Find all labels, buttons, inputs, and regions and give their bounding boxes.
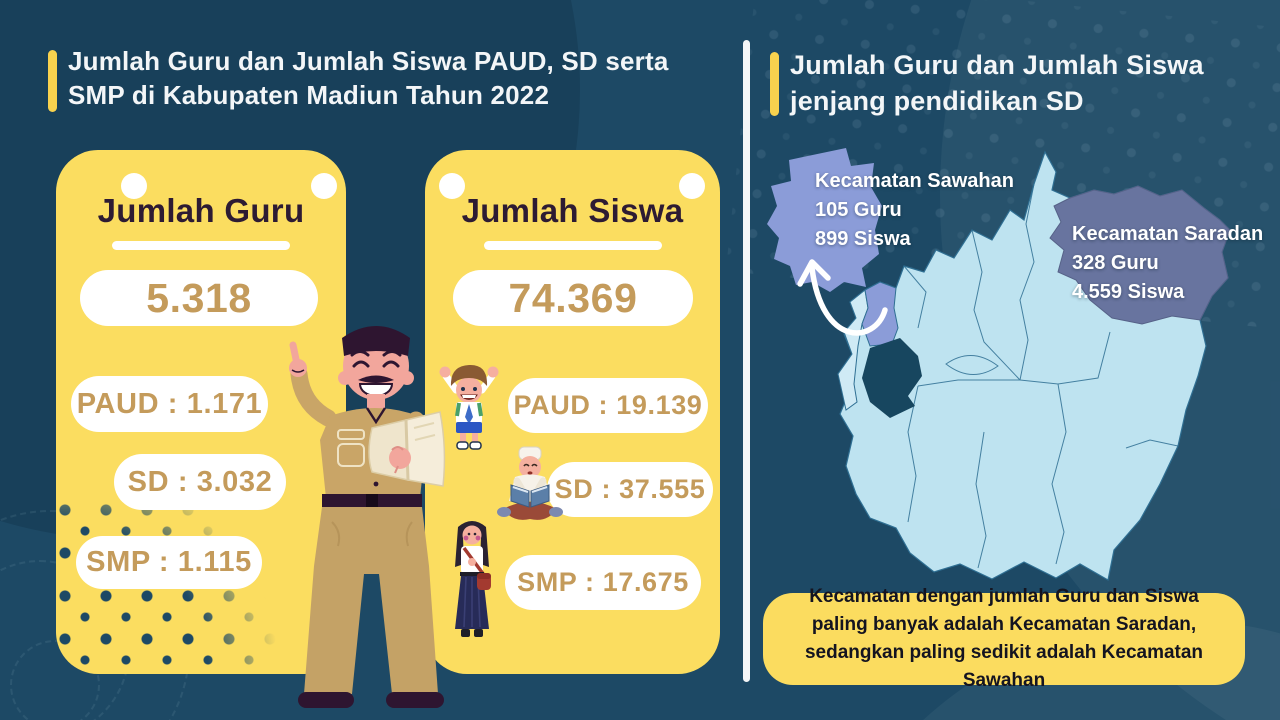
left-title-accent-bar [48,50,57,112]
right-title-line1: Jumlah Guru dan Jumlah Siswa [790,50,1204,80]
saradan-name: Kecamatan Saradan [1072,223,1264,245]
map-region-sawahan [861,281,899,347]
guru-total-pill: 5.318 [80,270,318,326]
map-region-excluded [862,338,922,418]
section-divider [743,40,750,682]
saradan-guru: 328 Guru [1072,252,1159,274]
card-hole-decoration [121,173,147,199]
map-region-west [837,289,869,411]
sawahan-callout-label: Kecamatan Sawahan 105 Guru 899 Siswa [815,167,1014,254]
conclusion-box: Kecamatan dengan jumlah Guru dan Siswa p… [763,586,1245,691]
cheering-boy-student-illustration [439,364,499,450]
siswa-card: Jumlah Siswa 74.369 PAUD : 19.139 SD : 3… [425,150,720,674]
right-panel-title: Jumlah Guru dan Jumlah Siswa jenjang pen… [790,47,1260,119]
map-region-sawahan-inset [767,148,882,292]
right-title-accent-bar [770,52,779,116]
background-ring-decoration [10,640,100,720]
kabupaten-madiun-map [767,148,1231,581]
left-panel-title: Jumlah Guru dan Jumlah Siswa PAUD, SD se… [68,44,728,112]
sawahan-siswa: 899 Siswa [815,228,911,250]
guru-card-title: Jumlah Guru [97,192,305,229]
conclusion-text: Kecamatan dengan jumlah Guru dan Siswa p… [804,586,1204,691]
left-title-line2: SMP di Kabupaten Madiun Tahun 2022 [68,80,550,110]
map-district-borders [903,183,1179,569]
guru-sd-pill: SD : 3.032 [114,454,286,510]
card-hole-decoration [679,173,705,199]
siswa-paud-pill: PAUD : 19.139 [508,378,708,433]
guru-card-underline [112,241,290,250]
saradan-callout-label: Kecamatan Saradan 328 Guru 4.559 Siswa [1072,220,1263,307]
sawahan-guru: 105 Guru [815,199,902,221]
standing-girl-student-illustration [455,521,491,637]
siswa-smp-pill: SMP : 17.675 [505,555,701,610]
saradan-siswa: 4.559 Siswa [1072,281,1185,303]
siswa-card-underline [483,241,662,250]
sawahan-name: Kecamatan Sawahan [815,170,1014,192]
siswa-sd-pill: SD : 37.555 [547,462,713,517]
left-title-line1: Jumlah Guru dan Jumlah Siswa PAUD, SD se… [68,46,669,76]
siswa-total-pill: 74.369 [453,270,693,326]
siswa-card-title: Jumlah Siswa [461,192,684,229]
card-hole-decoration [311,173,337,199]
card-hole-decoration [439,173,465,199]
guru-smp-pill: SMP : 1.115 [76,536,262,589]
guru-paud-pill: PAUD : 1.171 [71,376,268,432]
guru-card: Jumlah Guru 5.318 PAUD : 1.171 SD : 3.03… [56,150,346,674]
map-region-saradan [1049,185,1231,325]
right-title-line2: jenjang pendidikan SD [790,86,1084,116]
sawahan-callout-arrow [797,259,888,336]
